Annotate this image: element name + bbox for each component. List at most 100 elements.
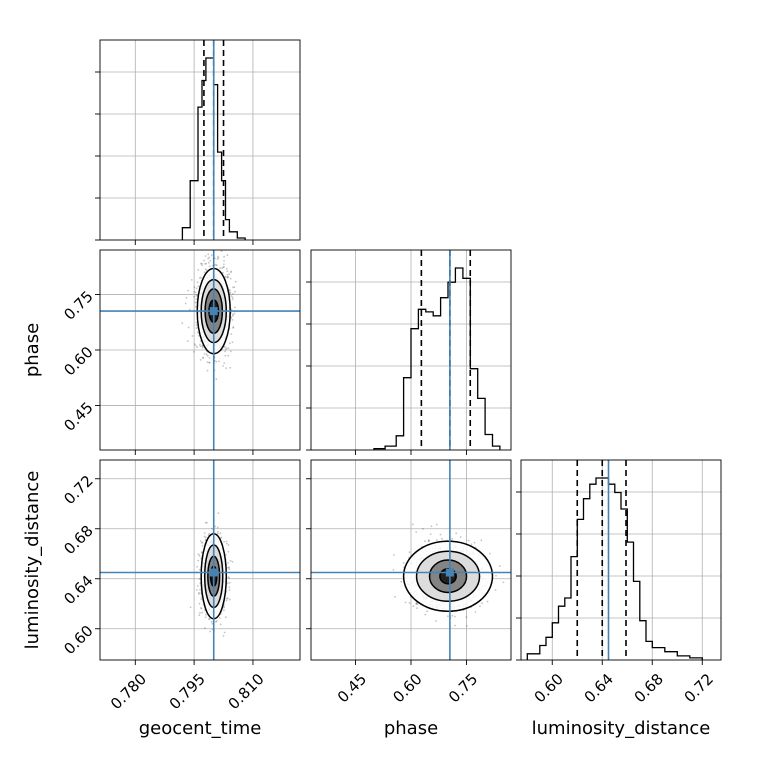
- sample-point: [226, 270, 229, 273]
- sample-point: [231, 296, 234, 299]
- sample-point: [229, 291, 232, 294]
- sample-point: [227, 544, 230, 546]
- sample-point: [186, 340, 189, 342]
- sample-point: [199, 607, 202, 609]
- histogram-steps: [526, 477, 703, 660]
- sample-point: [199, 540, 202, 542]
- sample-point: [223, 606, 226, 609]
- sample-point: [203, 535, 206, 538]
- sample-point: [229, 271, 232, 274]
- sample-point: [230, 333, 233, 335]
- sample-point: [489, 552, 491, 555]
- x-tick-label: 0.795: [166, 670, 209, 713]
- sample-point: [209, 618, 211, 620]
- sample-point: [201, 542, 203, 544]
- sample-point: [211, 527, 213, 530]
- truth-marker: [445, 568, 454, 577]
- sample-point: [415, 531, 418, 533]
- sample-point: [219, 623, 222, 626]
- sample-point: [203, 259, 205, 262]
- sample-point: [195, 324, 198, 326]
- sample-point: [202, 356, 205, 359]
- sample-point: [200, 262, 202, 265]
- sample-point: [194, 344, 197, 347]
- sample-point: [194, 301, 197, 304]
- sample-point: [225, 540, 228, 543]
- sample-point: [200, 607, 203, 610]
- x-tick-label: 0.75: [445, 670, 481, 706]
- sample-point: [206, 354, 209, 357]
- sample-point: [447, 615, 449, 618]
- sample-point: [205, 269, 208, 272]
- sample-point: [404, 601, 407, 604]
- sample-point: [229, 342, 231, 345]
- sample-point: [201, 541, 204, 544]
- sample-point: [412, 605, 415, 608]
- y-tick-label: 0.45: [60, 398, 96, 434]
- sample-point: [204, 536, 207, 539]
- sample-point: [422, 527, 424, 530]
- sample-point: [217, 532, 219, 535]
- sample-point: [411, 523, 414, 526]
- sample-point: [523, 565, 525, 567]
- sample-point: [193, 351, 195, 353]
- sample-point: [441, 537, 443, 540]
- sample-point: [467, 539, 470, 542]
- sample-point: [227, 276, 229, 278]
- sample-point: [187, 326, 190, 329]
- sample-point: [208, 361, 211, 364]
- sample-point: [208, 265, 211, 268]
- sample-point: [201, 611, 204, 614]
- sample-point: [393, 554, 395, 556]
- panel-geocent_time-histogram: [95, 39, 301, 245]
- sample-point: [451, 614, 454, 617]
- sample-point: [184, 302, 187, 305]
- sample-point: [223, 541, 226, 543]
- sample-point: [209, 259, 212, 262]
- truth-marker: [209, 568, 218, 577]
- panel-content: [100, 460, 300, 660]
- sample-point: [198, 578, 201, 580]
- sample-point: [203, 609, 206, 612]
- sample-point: [204, 268, 207, 270]
- sample-point: [224, 354, 227, 357]
- sample-point: [197, 285, 200, 288]
- sample-point: [214, 263, 217, 266]
- sample-point: [203, 532, 206, 534]
- sample-point: [228, 273, 231, 276]
- sample-point: [209, 226, 211, 228]
- sample-point: [197, 553, 200, 556]
- sample-point: [214, 257, 216, 260]
- sample-point: [430, 525, 433, 528]
- sample-point: [473, 541, 476, 544]
- sample-point: [224, 275, 227, 278]
- sample-point: [495, 574, 497, 577]
- sample-point: [221, 267, 224, 270]
- sample-point: [208, 361, 211, 364]
- x-tick-label: 0.45: [334, 670, 370, 706]
- sample-point: [198, 568, 201, 571]
- sample-point: [205, 613, 207, 616]
- sample-point: [210, 620, 213, 623]
- sample-point: [206, 361, 209, 363]
- sample-point: [229, 598, 231, 601]
- y-tick-label: 0.60: [60, 343, 96, 379]
- sample-point: [494, 589, 497, 591]
- sample-point: [415, 602, 418, 605]
- sample-point: [230, 308, 233, 311]
- sample-point: [201, 544, 204, 547]
- sample-point: [232, 313, 234, 316]
- sample-point: [233, 312, 236, 315]
- panel-geocent_time-vs-phase: 0.45 0.60 0.75: [60, 226, 301, 455]
- sample-point: [225, 346, 227, 349]
- sample-point: [193, 290, 196, 293]
- sample-point: [227, 576, 230, 578]
- sample-point: [198, 277, 201, 279]
- sample-point: [230, 295, 233, 297]
- x-axis-label-geocent_time: geocent_time: [139, 718, 262, 739]
- sample-point: [227, 550, 230, 553]
- sample-point: [220, 250, 223, 253]
- sample-point: [195, 298, 198, 301]
- panel-luminosity_distance-histogram: 0.60 0.64 0.68 0.72: [516, 459, 722, 706]
- sample-point: [429, 533, 432, 535]
